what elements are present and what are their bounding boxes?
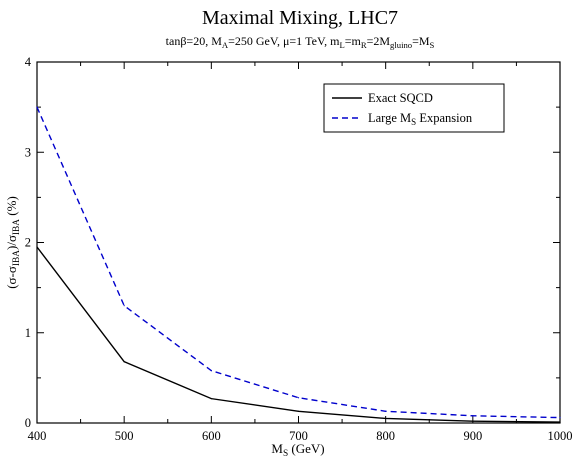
data-point [210, 398, 212, 400]
data-point [123, 305, 125, 307]
y-tick-label: 1 [25, 326, 31, 340]
y-tick-label: 4 [25, 55, 32, 69]
data-point [297, 397, 300, 399]
text-run: (GeV) [288, 441, 324, 456]
data-point [36, 246, 38, 248]
text-run: tanβ=20, M [166, 34, 223, 48]
text-run: S [411, 117, 416, 127]
text-run: S [430, 40, 435, 50]
data-point [472, 420, 474, 422]
legend-box [323, 83, 505, 133]
legend-label-0: Exact SQCD [368, 91, 433, 105]
data-point [472, 415, 474, 417]
text-run: gluino [390, 40, 412, 50]
text-run: =M [412, 34, 430, 48]
x-tick-label: 1000 [548, 429, 573, 443]
text-run: Exact SQCD [368, 91, 433, 105]
data-point [36, 106, 38, 108]
text-run: IBA [12, 219, 22, 235]
text-run: =m [345, 34, 362, 48]
text-run: =250 GeV, μ=1 TeV, m [228, 34, 340, 48]
data-point [559, 421, 561, 423]
x-tick-label: 700 [289, 429, 308, 443]
text-run: Expansion [416, 111, 473, 125]
y-tick-label: 0 [25, 416, 31, 430]
text-run: (σ-σ [4, 266, 19, 289]
x-tick-label: 800 [376, 429, 395, 443]
data-point [297, 410, 300, 412]
text-run: A [222, 40, 229, 50]
chart-subtitle: tanβ=20, MA=250 GeV, μ=1 TeV, mL=mR=2Mgl… [166, 34, 435, 50]
x-tick-label: 500 [115, 429, 134, 443]
x-tick-label: 900 [463, 429, 482, 443]
data-point [123, 361, 125, 363]
text-run: Large M [368, 111, 411, 125]
data-point [385, 417, 387, 420]
text-run: L [339, 40, 344, 50]
x-tick-label: 600 [202, 429, 221, 443]
text-run: R [361, 40, 367, 50]
series-line-0 [36, 246, 561, 423]
series-line-1 [36, 106, 561, 419]
text-run: M [271, 441, 283, 456]
chart-title: Maximal Mixing, LHC7 [202, 7, 398, 29]
x-tick-label: 400 [28, 429, 47, 443]
data-point [559, 416, 561, 419]
text-run: (%) [4, 196, 19, 219]
x-axis-label: MS (GeV) [271, 441, 324, 459]
y-axis-label: (σ-σIBA)/σIBA (%) [4, 196, 22, 289]
y-tick-label: 3 [25, 145, 31, 159]
text-run: IBA [12, 250, 22, 266]
data-point [385, 410, 387, 412]
text-run: S [283, 449, 288, 459]
text-run: =2M [367, 34, 391, 48]
legend-label-1: Large MS Expansion [368, 111, 473, 127]
data-point [210, 370, 212, 372]
y-tick-label: 2 [25, 236, 31, 250]
text-run: )/σ [4, 235, 19, 250]
